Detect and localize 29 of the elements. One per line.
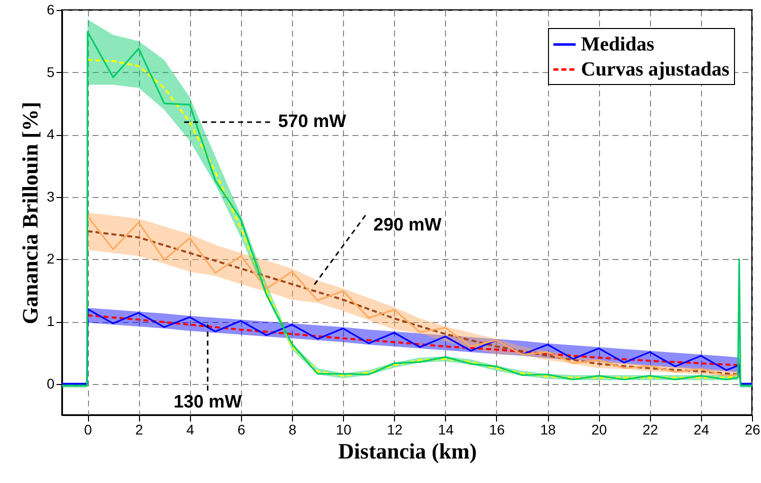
y-tick-label: 0 bbox=[46, 375, 55, 392]
y-axis-title: Ganancia Brillouin [%] bbox=[18, 102, 43, 324]
x-tick-label: 12 bbox=[386, 422, 403, 438]
annotation: 570 mW bbox=[278, 111, 346, 132]
y-tick-label: 2 bbox=[46, 250, 55, 267]
annotation: 130 mW bbox=[174, 392, 242, 412]
line-series bbox=[86, 314, 740, 366]
x-tick-label: 26 bbox=[744, 422, 760, 438]
x-tick-label: 18 bbox=[540, 422, 556, 438]
x-tick-label: 0 bbox=[84, 422, 92, 438]
x-axis-title: Distancia (km) bbox=[338, 438, 477, 464]
y-tick-label: 1 bbox=[46, 313, 55, 330]
x-tick-label: 8 bbox=[288, 422, 297, 438]
x-tick-label: 16 bbox=[489, 422, 505, 438]
y-tick-label: 6 bbox=[46, 2, 55, 18]
x-tick-label: 4 bbox=[186, 422, 194, 438]
legend-label: Medidas bbox=[581, 34, 655, 56]
x-tick-label: 20 bbox=[591, 422, 608, 438]
x-tick-label: 2 bbox=[135, 422, 144, 438]
y-tick-label: 3 bbox=[46, 188, 55, 204]
x-tick-label: 10 bbox=[336, 422, 352, 438]
y-tick-label: 5 bbox=[46, 64, 55, 80]
annotation: 290 mW bbox=[373, 214, 442, 234]
x-tick-label: 24 bbox=[694, 422, 710, 438]
x-tick-label: 14 bbox=[438, 422, 454, 438]
legend-label: Curvas ajustadas bbox=[581, 58, 730, 80]
x-tick-label: 22 bbox=[642, 422, 658, 438]
y-tick-label: 4 bbox=[46, 126, 55, 142]
x-tick-label: 6 bbox=[237, 422, 246, 438]
